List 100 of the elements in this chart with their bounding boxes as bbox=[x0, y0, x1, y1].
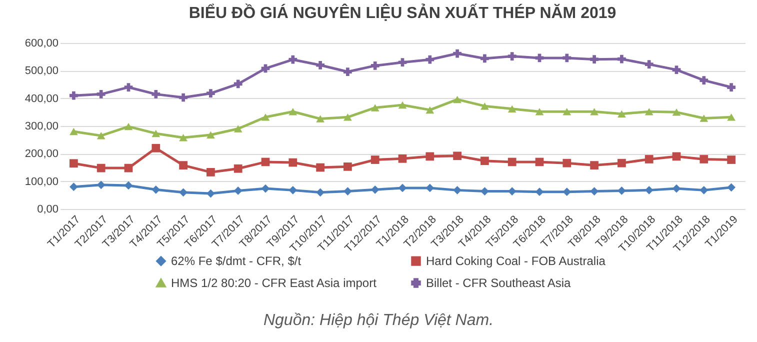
point bbox=[480, 102, 489, 110]
point bbox=[344, 114, 352, 121]
y-tick-label: 200,00 bbox=[24, 148, 58, 160]
point bbox=[96, 132, 106, 140]
chart-title: BIỂU ĐỒ GIÁ NGUYÊN LIỆU SẢN XUẤT THÉP NĂM 2019 bbox=[188, 3, 616, 22]
point bbox=[700, 114, 708, 122]
point bbox=[618, 186, 626, 195]
point bbox=[508, 105, 516, 112]
point bbox=[453, 96, 462, 104]
y-tick-label: 300,00 bbox=[24, 120, 58, 132]
point bbox=[70, 128, 78, 136]
point bbox=[344, 162, 352, 171]
point bbox=[206, 189, 215, 198]
point bbox=[370, 104, 380, 112]
point bbox=[179, 134, 188, 142]
point bbox=[672, 184, 681, 193]
point bbox=[70, 182, 78, 192]
point bbox=[234, 164, 242, 173]
point bbox=[288, 55, 298, 64]
point bbox=[370, 185, 380, 194]
point bbox=[426, 106, 434, 114]
point bbox=[700, 186, 708, 194]
point bbox=[316, 163, 324, 172]
y-tick-label: 400,00 bbox=[24, 92, 58, 105]
point bbox=[124, 83, 133, 92]
point bbox=[70, 91, 78, 100]
point bbox=[206, 89, 215, 98]
point bbox=[370, 62, 380, 70]
point bbox=[96, 180, 106, 190]
point bbox=[152, 185, 160, 194]
point bbox=[535, 158, 544, 166]
point bbox=[618, 54, 626, 64]
legend-label: Hard Coking Coal - FOB Australia bbox=[426, 254, 606, 268]
point bbox=[535, 108, 544, 116]
point bbox=[206, 168, 215, 176]
point bbox=[398, 154, 407, 163]
y-tick-label: 100,00 bbox=[24, 176, 58, 188]
point bbox=[261, 184, 270, 193]
point bbox=[480, 156, 489, 166]
point bbox=[398, 101, 407, 109]
point bbox=[398, 58, 407, 67]
point bbox=[453, 186, 462, 194]
point bbox=[152, 90, 160, 98]
point bbox=[316, 60, 324, 70]
point bbox=[672, 108, 681, 116]
point bbox=[288, 186, 298, 194]
point bbox=[700, 155, 708, 164]
point bbox=[644, 108, 654, 116]
point bbox=[152, 130, 160, 138]
point bbox=[727, 183, 736, 192]
y-tick-label: 0,00 bbox=[37, 204, 58, 216]
point bbox=[672, 66, 681, 74]
point bbox=[70, 159, 78, 168]
point bbox=[480, 54, 489, 63]
point bbox=[234, 186, 242, 195]
point bbox=[124, 181, 133, 190]
point bbox=[398, 184, 407, 192]
point bbox=[179, 161, 188, 170]
point bbox=[508, 158, 516, 166]
point bbox=[590, 55, 598, 64]
point bbox=[453, 152, 462, 160]
point bbox=[644, 155, 654, 164]
point bbox=[261, 158, 270, 166]
point bbox=[179, 93, 188, 102]
point bbox=[672, 152, 681, 161]
point bbox=[426, 55, 434, 64]
point bbox=[96, 90, 106, 98]
point bbox=[590, 187, 598, 196]
point bbox=[618, 158, 626, 168]
point bbox=[124, 164, 133, 172]
point bbox=[727, 156, 736, 164]
point bbox=[618, 110, 626, 118]
point bbox=[508, 52, 516, 60]
legend-label: Billet - CFR Southeast Asia bbox=[426, 276, 572, 290]
point bbox=[316, 188, 324, 197]
point bbox=[124, 122, 133, 130]
point bbox=[562, 108, 572, 116]
point bbox=[179, 188, 188, 197]
point bbox=[288, 158, 298, 167]
point bbox=[234, 80, 242, 88]
point bbox=[370, 156, 380, 164]
point bbox=[480, 187, 489, 196]
point bbox=[562, 158, 572, 168]
legend-label: HMS 1/2 80:20 - CFR East Asia import bbox=[171, 276, 378, 290]
point bbox=[590, 108, 598, 116]
y-tick-label: 500,00 bbox=[24, 65, 58, 78]
point bbox=[590, 161, 598, 170]
point bbox=[727, 114, 736, 121]
point bbox=[152, 144, 160, 152]
point bbox=[344, 187, 352, 196]
point bbox=[261, 114, 270, 121]
legend-label: 62% Fe $/dmt - CFR, $/t bbox=[171, 254, 302, 268]
point bbox=[96, 164, 106, 172]
point bbox=[288, 108, 298, 116]
point bbox=[316, 115, 324, 122]
text: Nguồn: Hiệp hội Thép Việt Nam. bbox=[262, 312, 495, 330]
point bbox=[562, 54, 572, 62]
point bbox=[727, 83, 736, 92]
point bbox=[426, 152, 434, 161]
point bbox=[234, 125, 242, 132]
